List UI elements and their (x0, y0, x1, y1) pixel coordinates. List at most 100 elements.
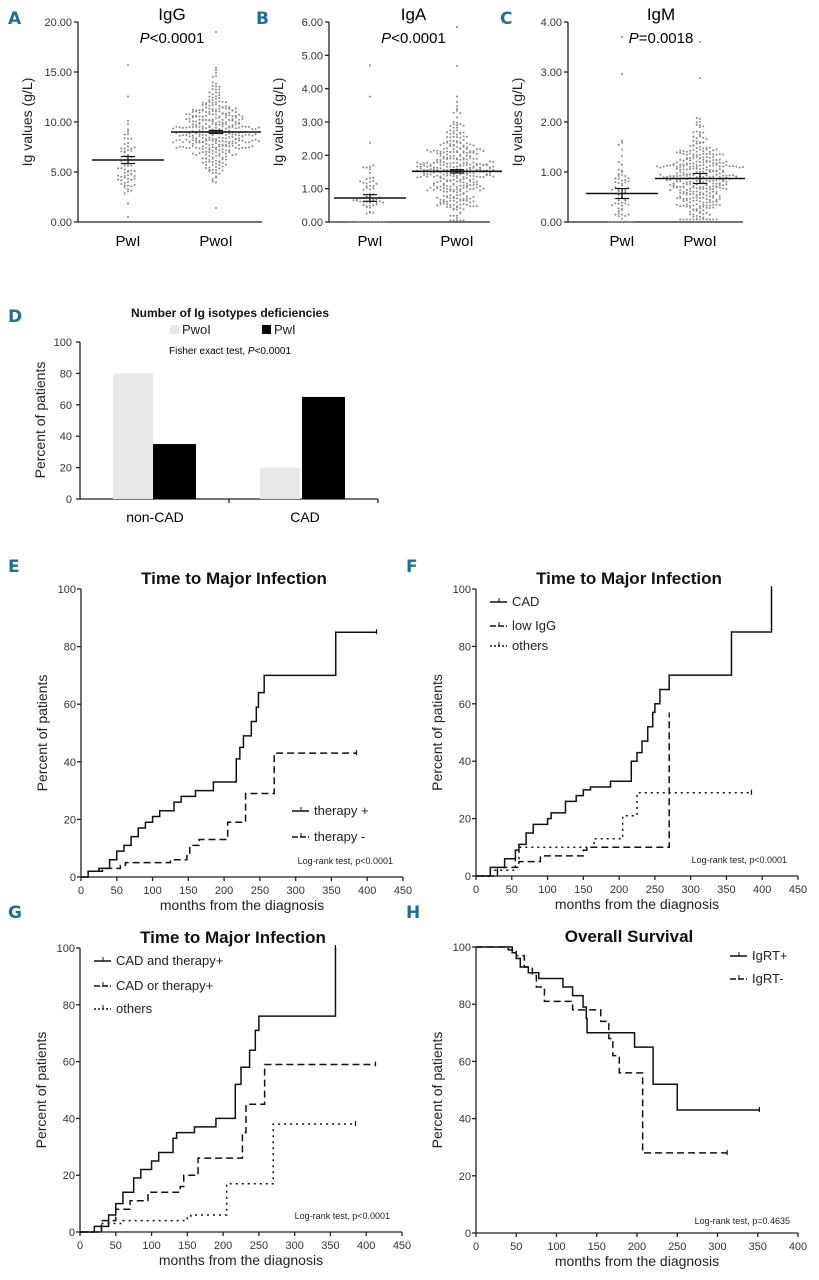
data-point (224, 107, 227, 110)
data-point (725, 180, 728, 183)
data-point (130, 169, 133, 172)
data-point (439, 167, 442, 170)
data-point (215, 176, 217, 179)
data-point (127, 190, 129, 193)
data-point (472, 175, 475, 178)
data-point (712, 179, 715, 182)
data-point (699, 193, 701, 196)
data-point (682, 198, 685, 201)
x-tick-label: 400 (357, 1240, 375, 1252)
data-point (201, 127, 204, 130)
chart-title: Time to Major Infection (536, 569, 722, 588)
data-point (699, 191, 701, 194)
x-tick-label: 350 (321, 1240, 339, 1252)
data-point (459, 158, 462, 161)
data-point (456, 107, 458, 110)
data-point (205, 153, 208, 156)
data-point (702, 209, 705, 212)
data-point (419, 167, 422, 170)
data-point (459, 141, 462, 144)
data-point (702, 156, 705, 159)
data-point (469, 157, 472, 160)
data-point (127, 181, 129, 184)
data-point (699, 117, 701, 120)
data-point (201, 115, 204, 118)
data-point (695, 156, 698, 159)
data-point (482, 164, 485, 167)
data-point (221, 112, 224, 115)
data-point (198, 133, 201, 136)
y-tick-label: 0.00 (51, 217, 72, 229)
data-point (692, 186, 695, 189)
data-point (127, 174, 129, 177)
data-point (369, 168, 371, 171)
data-point (211, 134, 214, 137)
data-point (699, 160, 701, 163)
data-point (669, 184, 672, 187)
data-point (439, 163, 442, 166)
data-point (621, 73, 623, 75)
data-point (702, 205, 705, 208)
data-point (224, 127, 227, 130)
data-point (699, 157, 701, 160)
data-point (689, 149, 692, 152)
data-point (211, 101, 214, 104)
data-point (241, 115, 244, 118)
data-point (359, 200, 362, 203)
data-point (675, 175, 678, 178)
data-point (465, 151, 468, 154)
data-point (659, 173, 662, 176)
data-point (224, 112, 227, 115)
data-point (699, 185, 701, 188)
data-point (446, 179, 449, 182)
data-point (685, 181, 688, 184)
data-point (182, 145, 184, 148)
data-point (672, 162, 675, 165)
data-point (362, 221, 365, 223)
data-point (465, 195, 468, 198)
data-point (215, 110, 217, 113)
data-point (211, 152, 214, 155)
data-point (705, 206, 708, 209)
data-point (475, 183, 478, 186)
data-point (607, 221, 610, 223)
y-tick-label: 40 (63, 1113, 75, 1125)
data-point (459, 173, 462, 176)
data-point (248, 141, 250, 144)
data-point (215, 162, 217, 165)
data-point (442, 163, 445, 166)
data-point (475, 186, 478, 189)
data-point (459, 207, 462, 210)
data-point (224, 152, 227, 155)
data-point (191, 125, 194, 128)
data-point (123, 192, 126, 195)
data-point (228, 132, 231, 135)
data-point (365, 187, 368, 190)
data-point (208, 101, 211, 104)
data-point (234, 153, 237, 156)
data-point (472, 144, 475, 147)
data-point (257, 140, 260, 143)
data-point (705, 148, 708, 151)
data-point (621, 141, 623, 144)
data-point (436, 152, 439, 155)
data-point (715, 148, 718, 151)
x-tick-label: 250 (646, 884, 664, 896)
data-point (695, 130, 698, 133)
data-point (689, 183, 692, 186)
data-point (201, 147, 204, 150)
data-point (456, 116, 458, 119)
data-point (211, 157, 214, 160)
data-point (251, 134, 254, 137)
data-point (705, 184, 708, 187)
x-category-label: PwoI (440, 233, 473, 250)
data-point (738, 166, 741, 169)
data-point (456, 201, 458, 204)
data-point (195, 146, 198, 149)
data-point (465, 173, 468, 176)
data-point (426, 149, 429, 152)
data-point (442, 157, 445, 160)
data-point (456, 208, 458, 211)
data-point (715, 185, 718, 188)
data-point (708, 200, 711, 203)
